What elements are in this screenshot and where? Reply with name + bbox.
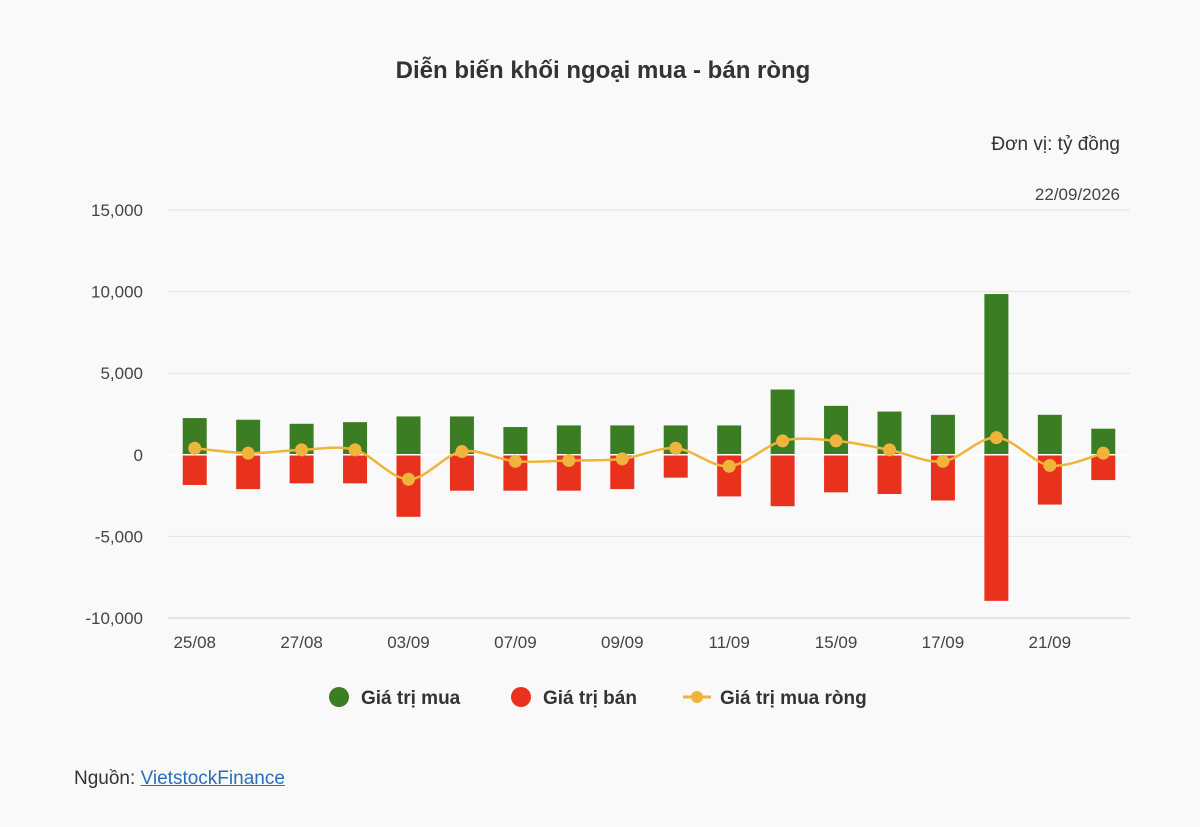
x-tick-label: 09/09 bbox=[601, 633, 644, 652]
net-point[interactable] bbox=[1096, 446, 1110, 460]
net-line-path bbox=[194, 436, 1104, 481]
y-tick-label: 0 bbox=[134, 446, 143, 465]
net-point[interactable] bbox=[829, 434, 843, 448]
source-note: Nguồn: VietstockFinance bbox=[74, 768, 285, 790]
bar-sell[interactable] bbox=[449, 454, 474, 491]
net-point[interactable] bbox=[722, 459, 736, 473]
net-point[interactable] bbox=[989, 431, 1003, 445]
x-tick-label: 03/09 bbox=[387, 633, 430, 652]
net-point[interactable] bbox=[936, 454, 950, 468]
legend-buy-label: Giá trị mua bbox=[361, 688, 461, 709]
bar-sell[interactable] bbox=[984, 454, 1009, 601]
chart-svg: Diễn biến khối ngoại mua - bán ròng Đơn … bbox=[85, 56, 1130, 709]
y-tick-label: 10,000 bbox=[91, 283, 143, 302]
net-point[interactable] bbox=[669, 441, 683, 455]
x-tick-label: 15/09 bbox=[815, 633, 858, 652]
net-point[interactable] bbox=[348, 443, 362, 457]
legend-item-net[interactable]: Giá trị mua ròng bbox=[683, 688, 867, 709]
bar-sell[interactable] bbox=[770, 454, 795, 507]
source-link[interactable]: VietstockFinance bbox=[140, 768, 285, 789]
y-tick-label: 15,000 bbox=[91, 201, 143, 220]
y-tick-label: -5,000 bbox=[95, 527, 143, 546]
bar-buy[interactable] bbox=[930, 414, 955, 455]
bar-buy[interactable] bbox=[824, 405, 849, 455]
net-point[interactable] bbox=[508, 454, 522, 468]
legend-net-dot bbox=[691, 691, 703, 703]
unit-label: Đơn vị: tỷ đồng bbox=[991, 134, 1120, 155]
y-axis-ticks: 15,000 10,000 5,000 0 -5,000 -10,000 bbox=[85, 201, 143, 628]
legend: Giá trị mua Giá trị bán Giá trị mua ròng bbox=[329, 687, 867, 709]
x-tick-label: 21/09 bbox=[1029, 633, 1072, 652]
bar-buy[interactable] bbox=[984, 294, 1009, 455]
x-tick-label: 11/09 bbox=[709, 633, 750, 652]
bar-sell[interactable] bbox=[663, 454, 688, 478]
bar-buy[interactable] bbox=[396, 416, 421, 455]
chart-title: Diễn biến khối ngoại mua - bán ròng bbox=[396, 56, 811, 84]
net-point[interactable] bbox=[1043, 458, 1057, 472]
bar-sell[interactable] bbox=[182, 454, 207, 485]
source-label: Nguồn: bbox=[74, 768, 136, 789]
legend-item-sell[interactable]: Giá trị bán bbox=[511, 687, 637, 709]
legend-buy-swatch bbox=[329, 687, 349, 707]
bar-sell[interactable] bbox=[343, 454, 368, 484]
net-point[interactable] bbox=[562, 454, 576, 468]
net-point[interactable] bbox=[402, 472, 415, 486]
net-point[interactable] bbox=[295, 443, 309, 457]
net-point[interactable] bbox=[241, 446, 255, 460]
bar-sell[interactable] bbox=[236, 454, 261, 490]
bar-sell[interactable] bbox=[289, 454, 314, 484]
bar-sell[interactable] bbox=[824, 454, 849, 493]
x-tick-label: 07/09 bbox=[494, 633, 537, 652]
net-point[interactable] bbox=[883, 443, 896, 457]
bar-buy[interactable] bbox=[610, 425, 635, 455]
legend-sell-label: Giá trị bán bbox=[543, 688, 637, 709]
bar-buy[interactable] bbox=[717, 425, 742, 455]
date-label: 22/09/2026 bbox=[1035, 185, 1120, 204]
x-axis-ticks: 25/08 27/08 03/09 07/09 09/09 11/09 15/09 17/09… bbox=[173, 633, 1071, 652]
bar-buy[interactable] bbox=[1037, 414, 1062, 455]
net-point[interactable] bbox=[455, 445, 469, 459]
bars bbox=[168, 294, 1130, 601]
bar-sell[interactable] bbox=[877, 454, 902, 494]
x-tick-label: 25/08 bbox=[173, 633, 216, 652]
net-point[interactable] bbox=[188, 441, 202, 455]
net-point[interactable] bbox=[615, 452, 629, 466]
y-tick-label: 5,000 bbox=[100, 364, 143, 383]
y-tick-label: -10,000 bbox=[85, 609, 143, 628]
legend-item-buy[interactable]: Giá trị mua bbox=[329, 687, 461, 709]
bar-buy[interactable] bbox=[503, 427, 528, 455]
net-line bbox=[188, 431, 1110, 486]
legend-net-label: Giá trị mua ròng bbox=[720, 688, 867, 709]
x-tick-label: 17/09 bbox=[922, 633, 965, 652]
net-point[interactable] bbox=[776, 434, 790, 448]
bar-sell[interactable] bbox=[396, 454, 421, 517]
legend-sell-swatch bbox=[511, 687, 531, 707]
bar-buy[interactable] bbox=[556, 425, 581, 455]
x-tick-label: 27/08 bbox=[280, 633, 323, 652]
